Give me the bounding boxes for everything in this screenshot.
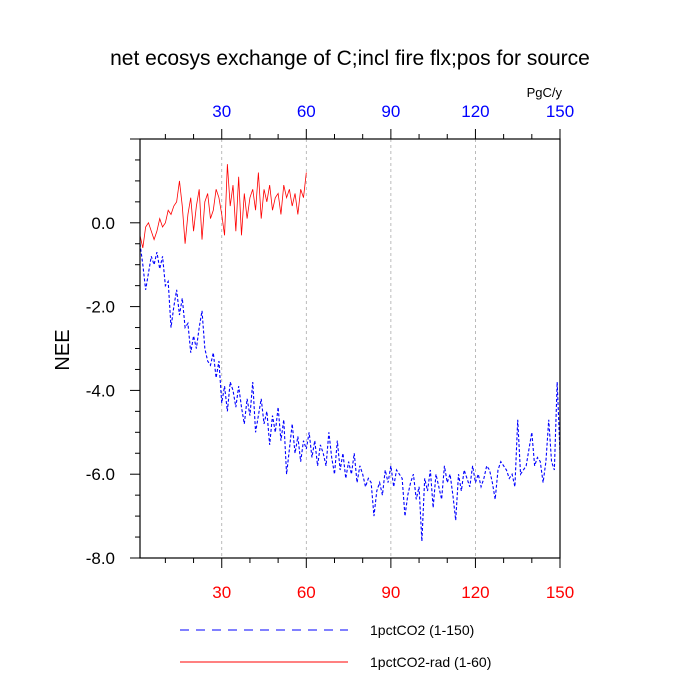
chart-title: net ecosys exchange of C;incl fire flx;p… (110, 47, 590, 70)
x-tick-label-bottom-150: 150 (546, 583, 574, 602)
series-lines (139, 164, 561, 542)
x-tick-label-top-90: 90 (381, 102, 400, 121)
y-tick-label-4: -8.0 (86, 549, 115, 568)
y-tick-label-0: 0.0 (91, 214, 115, 233)
legend-label-2: 1pctCO2-rad (1-60) (370, 654, 491, 670)
legend: 1pctCO2 (1-150) 1pctCO2-rad (1-60) (180, 622, 491, 670)
series-line-1 (139, 243, 561, 542)
legend-label-1: 1pctCO2 (1-150) (370, 622, 474, 638)
grid-lines (221, 139, 476, 558)
x-tick-label-bottom-120: 120 (461, 583, 489, 602)
y-tick-label-3: -6.0 (86, 465, 115, 484)
y-tick-label-2: -4.0 (86, 381, 115, 400)
y-tick-label-1: -2.0 (86, 298, 115, 317)
units-label: PgC/y (527, 85, 563, 100)
x-tick-label-top-120: 120 (461, 102, 489, 121)
x-tick-label-bottom-60: 60 (297, 583, 316, 602)
x-tick-label-top-150: 150 (546, 102, 574, 121)
x-tick-label-bottom-30: 30 (212, 583, 231, 602)
series-line-2 (139, 164, 307, 249)
plot-frame (139, 138, 561, 559)
axes (130, 129, 561, 568)
y-axis-label: NEE (52, 329, 74, 370)
x-tick-label-top-60: 60 (297, 102, 316, 121)
x-tick-label-top-30: 30 (212, 102, 231, 121)
tick-labels: 30 60 90 120 150 30 60 90 120 150 0.0 -2.0 -4.0 -6.0 -… (86, 102, 574, 602)
x-tick-label-bottom-90: 90 (381, 583, 400, 602)
